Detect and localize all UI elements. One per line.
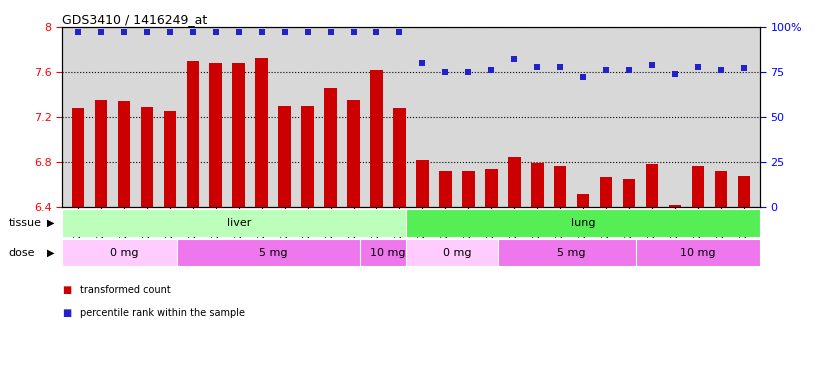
Text: ■: ■ xyxy=(62,308,71,318)
Point xyxy=(140,29,154,35)
Bar xyxy=(370,70,382,207)
Bar xyxy=(623,179,635,207)
Bar xyxy=(255,58,268,207)
Bar xyxy=(462,171,475,207)
Text: dose: dose xyxy=(8,248,35,258)
Text: 0 mg: 0 mg xyxy=(110,248,138,258)
Bar xyxy=(278,106,291,207)
Bar xyxy=(406,239,507,266)
Bar xyxy=(646,164,658,207)
Text: 10 mg: 10 mg xyxy=(680,248,715,258)
Point xyxy=(462,69,475,75)
Text: lung: lung xyxy=(571,218,596,228)
Bar xyxy=(210,63,222,207)
Point xyxy=(691,63,705,70)
Point xyxy=(714,67,728,73)
Text: 5 mg: 5 mg xyxy=(558,248,586,258)
Bar xyxy=(117,101,131,207)
Point xyxy=(415,60,429,66)
Text: liver: liver xyxy=(226,218,251,228)
Point xyxy=(71,29,84,35)
Bar xyxy=(393,108,406,207)
Bar xyxy=(62,239,186,266)
Point xyxy=(485,67,498,73)
Point xyxy=(439,69,452,75)
Point xyxy=(94,29,107,35)
Bar xyxy=(498,239,645,266)
Point xyxy=(164,29,177,35)
Point xyxy=(600,67,613,73)
Bar xyxy=(72,108,84,207)
Bar xyxy=(508,157,520,207)
Bar xyxy=(600,177,612,207)
Point xyxy=(508,56,521,63)
Bar xyxy=(232,63,245,207)
Text: 5 mg: 5 mg xyxy=(259,248,287,258)
Text: ▶: ▶ xyxy=(47,248,55,258)
Point xyxy=(186,29,199,35)
Point xyxy=(668,71,681,77)
Bar xyxy=(416,160,429,207)
Bar xyxy=(164,111,176,207)
Bar xyxy=(738,176,750,207)
Point xyxy=(393,29,406,35)
Text: ▶: ▶ xyxy=(47,218,55,228)
Point xyxy=(577,74,590,81)
Bar xyxy=(187,61,199,207)
Text: percentile rank within the sample: percentile rank within the sample xyxy=(80,308,245,318)
Bar xyxy=(301,106,314,207)
Text: GDS3410 / 1416249_at: GDS3410 / 1416249_at xyxy=(62,13,207,26)
Point xyxy=(278,29,292,35)
Point xyxy=(370,29,383,35)
Bar xyxy=(406,209,760,237)
Point xyxy=(553,63,567,70)
Bar xyxy=(554,166,567,207)
Bar xyxy=(95,100,107,207)
Bar xyxy=(577,194,590,207)
Bar xyxy=(439,171,452,207)
Point xyxy=(209,29,222,35)
Bar xyxy=(691,166,705,207)
Bar xyxy=(531,163,544,207)
Bar xyxy=(636,239,760,266)
Point xyxy=(117,29,131,35)
Point xyxy=(324,29,337,35)
Bar xyxy=(62,209,415,237)
Point xyxy=(738,65,751,71)
Point xyxy=(530,63,544,70)
Bar xyxy=(714,171,727,207)
Bar xyxy=(485,169,497,207)
Text: 0 mg: 0 mg xyxy=(443,248,471,258)
Bar xyxy=(360,239,415,266)
Bar xyxy=(347,100,360,207)
Point xyxy=(232,29,245,35)
Point xyxy=(301,29,314,35)
Point xyxy=(623,67,636,73)
Bar xyxy=(177,239,369,266)
Point xyxy=(347,29,360,35)
Point xyxy=(645,62,658,68)
Text: tissue: tissue xyxy=(8,218,41,228)
Bar xyxy=(669,205,681,207)
Bar xyxy=(140,107,153,207)
Text: ■: ■ xyxy=(62,285,71,295)
Text: transformed count: transformed count xyxy=(80,285,171,295)
Text: 10 mg: 10 mg xyxy=(370,248,406,258)
Bar xyxy=(325,88,337,207)
Point xyxy=(255,29,268,35)
